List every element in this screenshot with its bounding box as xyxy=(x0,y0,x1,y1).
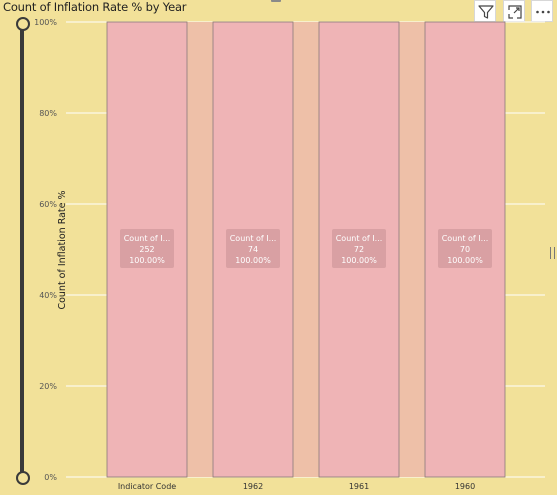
data-label: 100.00% xyxy=(341,256,377,265)
data-label: 100.00% xyxy=(447,256,483,265)
x-tick-label: 1960 xyxy=(455,482,475,491)
data-label: 100.00% xyxy=(235,256,271,265)
y-tick-label: 20% xyxy=(39,382,57,391)
chart-title: Count of Inflation Rate % by Year xyxy=(3,0,187,14)
data-label: 74 xyxy=(248,245,258,254)
data-label-box xyxy=(332,229,386,268)
data-label: 100.00% xyxy=(129,256,165,265)
zoom-slider-bottom-handle[interactable] xyxy=(16,471,30,485)
ribbon-band xyxy=(399,22,425,477)
x-tick-label: 1962 xyxy=(243,482,263,491)
data-label-box xyxy=(438,229,492,268)
y-tick-label: 100% xyxy=(34,18,57,27)
ribbon-band xyxy=(293,22,319,477)
zoom-slider-track[interactable] xyxy=(20,22,24,477)
data-label-box xyxy=(120,229,174,268)
ribbon-band xyxy=(187,22,213,477)
y-tick-label: 60% xyxy=(39,200,57,209)
y-tick-label: 40% xyxy=(39,291,57,300)
resize-handle[interactable] xyxy=(550,247,555,259)
data-label: Count of I... xyxy=(442,234,489,243)
x-tick-label: 1961 xyxy=(349,482,369,491)
data-label: 72 xyxy=(354,245,364,254)
data-label: 70 xyxy=(460,245,470,254)
data-label: 252 xyxy=(139,245,154,254)
data-label: Count of I... xyxy=(230,234,277,243)
data-label: Count of I... xyxy=(336,234,383,243)
data-label: Count of I... xyxy=(124,234,171,243)
zoom-slider-top-handle[interactable] xyxy=(16,17,30,31)
x-tick-label: Indicator Code xyxy=(118,482,176,491)
drag-grip[interactable] xyxy=(271,0,281,2)
y-tick-label: 0% xyxy=(44,473,57,482)
data-label-box xyxy=(226,229,280,268)
y-tick-label: 80% xyxy=(39,109,57,118)
